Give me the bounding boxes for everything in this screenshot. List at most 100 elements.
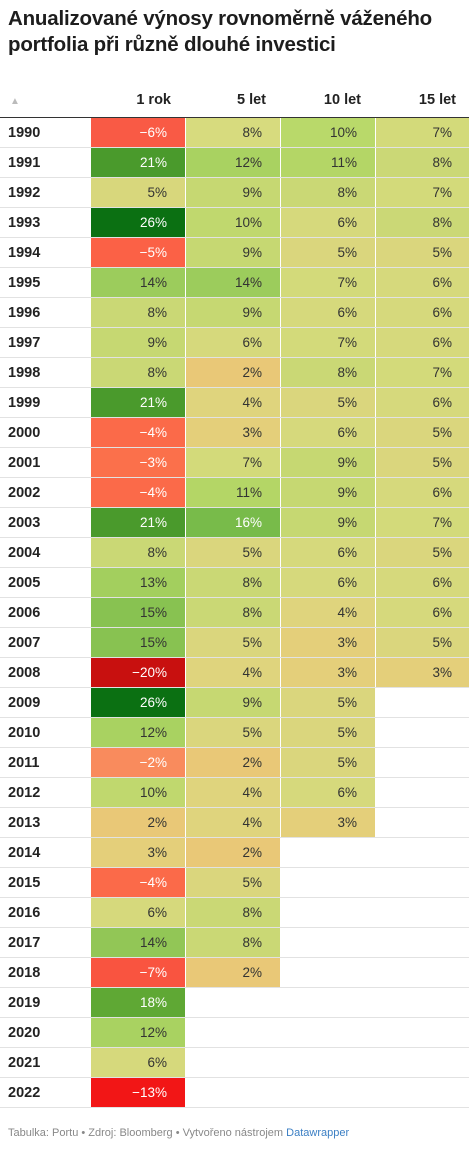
return-cell: 4% [186, 808, 280, 837]
table-row: 2008 −20% 4% 3% 3% [0, 658, 469, 688]
row-year: 2004 [8, 545, 41, 561]
table-row: 1995 14% 14% 7% 6% [0, 268, 469, 298]
table-row: 1991 21% 12% 11% 8% [0, 148, 469, 178]
return-cell: 8% [376, 148, 469, 177]
return-cell: −4% [91, 478, 185, 507]
row-year: 2005 [8, 575, 41, 591]
return-cell: 10% [281, 118, 375, 147]
column-header-1-rok[interactable]: 1 rok [136, 92, 171, 108]
table-row: 2009 26% 9% 5% [0, 688, 469, 718]
return-cell: 13% [91, 568, 185, 597]
return-cell: 9% [186, 298, 280, 327]
table-row: 2020 12% [0, 1018, 469, 1048]
footer: Tabulka: Portu • Zdroj: Bloomberg • Vytv… [8, 1127, 349, 1139]
table-row: 1996 8% 9% 6% 6% [0, 298, 469, 328]
return-cell: 3% [281, 658, 375, 687]
table-row: 2014 3% 2% [0, 838, 469, 868]
row-year: 2007 [8, 635, 41, 651]
return-cell: 8% [91, 358, 185, 387]
sort-up-icon[interactable]: ▲ [10, 96, 20, 107]
return-cell: −2% [91, 748, 185, 777]
return-cell: 10% [186, 208, 280, 237]
datawrapper-link[interactable]: Datawrapper [286, 1127, 350, 1139]
return-cell: 6% [376, 478, 469, 507]
table-row: 2017 14% 8% [0, 928, 469, 958]
row-year: 2011 [8, 755, 40, 771]
return-cell: 3% [281, 808, 375, 837]
return-cell: 6% [281, 208, 375, 237]
row-year: 2012 [8, 785, 41, 801]
column-header-5-let[interactable]: 5 let [236, 92, 266, 108]
table-row: 1990 −6% 8% 10% 7% [0, 118, 469, 148]
return-cell: 5% [376, 238, 469, 267]
return-cell: 7% [376, 178, 469, 207]
row-year: 2020 [8, 1025, 41, 1041]
return-cell: 2% [186, 838, 280, 867]
return-cell: 5% [186, 628, 280, 657]
return-cell: 5% [186, 538, 280, 567]
return-cell: 8% [186, 568, 280, 597]
row-year: 2013 [8, 815, 41, 831]
column-header-15-let[interactable]: 15 let [418, 92, 456, 108]
table-row: 2000 −4% 3% 6% 5% [0, 418, 469, 448]
table-row: 1994 −5% 9% 5% 5% [0, 238, 469, 268]
table-row: 2022 −13% [0, 1078, 469, 1108]
row-year: 2003 [8, 515, 41, 531]
return-cell: 4% [186, 388, 280, 417]
return-cell: 4% [186, 658, 280, 687]
return-cell: 5% [186, 868, 280, 897]
table-row: 2019 18% [0, 988, 469, 1018]
row-year: 2008 [8, 665, 41, 681]
return-cell: 5% [91, 178, 185, 207]
return-cell: 4% [281, 598, 375, 627]
return-cell: 6% [376, 268, 469, 297]
return-cell: 9% [281, 508, 375, 537]
return-cell: 6% [281, 418, 375, 447]
return-cell: 2% [186, 358, 280, 387]
return-cell: 5% [186, 718, 280, 747]
row-year: 2014 [8, 845, 41, 861]
return-cell: 3% [281, 628, 375, 657]
return-cell: −6% [91, 118, 185, 147]
return-cell: 8% [281, 358, 375, 387]
table-row: 1998 8% 2% 8% 7% [0, 358, 469, 388]
return-cell: 16% [186, 508, 280, 537]
return-cell: 12% [91, 718, 185, 747]
row-year: 1995 [8, 275, 41, 291]
return-cell: 2% [186, 748, 280, 777]
row-year: 1998 [8, 365, 41, 381]
footer-credits: Tabulka: Portu • Zdroj: Bloomberg • Vytv… [8, 1127, 287, 1139]
return-cell: −13% [91, 1078, 185, 1107]
return-cell: −4% [91, 868, 185, 897]
return-cell: −3% [91, 448, 185, 477]
return-cell: 2% [186, 958, 280, 987]
return-cell: 6% [376, 568, 469, 597]
row-year: 1993 [8, 215, 41, 231]
return-cell: −7% [91, 958, 185, 987]
return-cell: 5% [281, 238, 375, 267]
return-cell: 21% [91, 148, 185, 177]
return-cell: 8% [281, 178, 375, 207]
row-year: 1994 [8, 245, 41, 261]
return-cell: 5% [281, 718, 375, 747]
return-cell: 11% [186, 478, 280, 507]
row-year: 2021 [8, 1055, 41, 1071]
return-cell: 5% [376, 628, 469, 657]
row-year: 2010 [8, 725, 41, 741]
return-cell: 15% [91, 598, 185, 627]
chart-title: Anualizované výnosy rovnoměrně váženého … [8, 7, 432, 56]
table-row: 2013 2% 4% 3% [0, 808, 469, 838]
row-year: 2019 [8, 995, 41, 1011]
row-year: 2002 [8, 485, 41, 501]
table-row: 1993 26% 10% 6% 8% [0, 208, 469, 238]
return-cell: 26% [91, 208, 185, 237]
return-cell: 3% [376, 658, 469, 687]
return-cell: 6% [281, 568, 375, 597]
table-row: 2004 8% 5% 6% 5% [0, 538, 469, 568]
row-year: 1990 [8, 125, 41, 141]
table-header: ▲ 1 rok 5 let 10 let 15 let [0, 86, 469, 118]
row-year: 1997 [8, 335, 41, 351]
return-cell: 6% [281, 538, 375, 567]
column-header-10-let[interactable]: 10 let [323, 92, 361, 108]
return-cell: 9% [186, 688, 280, 717]
